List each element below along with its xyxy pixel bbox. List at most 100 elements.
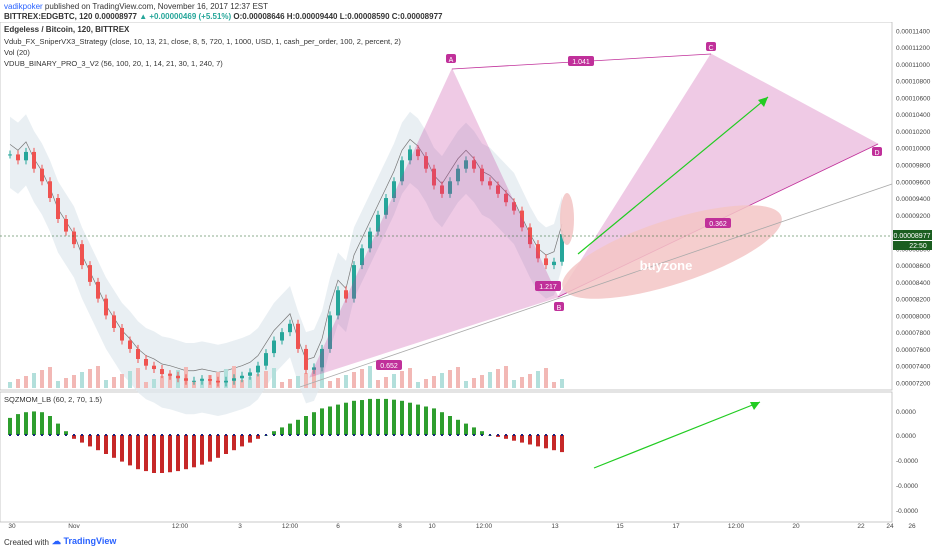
squeeze-dot [321,434,323,436]
price-tick: 0.00010200 [896,129,931,136]
squeeze-dot [257,434,259,436]
candle-body [416,149,420,157]
candle-body [112,315,116,328]
squeeze-dot [409,434,411,436]
ratio-xb-label: 1.217 [539,284,557,291]
time-tick: 30 [8,523,16,530]
username-link[interactable]: vadikpoker [4,2,43,11]
momentum-bar [152,435,156,473]
candle-body [96,281,100,299]
time-tick: 13 [551,523,559,530]
squeeze-dot [345,434,347,436]
price-tick: 0.00007800 [896,330,931,337]
tradingview-logo[interactable]: ☁ TradingView [52,536,117,546]
price-tick: 0.00010400 [896,112,931,119]
indicator-tick: -0.0000 [896,483,918,490]
squeeze-dot [169,434,171,436]
candle-body [208,379,212,381]
momentum-bar [520,435,524,443]
momentum-bar [40,412,44,435]
candle-body [200,379,204,381]
volume-bar [112,377,116,388]
ratio-xb-tag [535,281,561,291]
squeeze-dot [481,434,483,436]
momentum-bar [240,435,244,447]
symbol-label: BITTREX:EDGBTC, 120 [4,12,93,21]
squeeze-dot [25,434,27,436]
momentum-bar [120,435,124,462]
volume-bar [72,375,76,388]
candle-body [360,248,364,266]
volume-bar [256,374,260,388]
squeeze-dot [513,434,515,436]
volume-bar [440,373,444,388]
volume-bar [536,371,540,388]
price-tick: 0.00009600 [896,179,931,186]
price-tick: 0.00008200 [896,297,931,304]
time-tick: 10 [428,523,436,530]
volume-bar [96,366,100,388]
squeeze-dot [217,434,219,436]
squeeze-dot [113,434,115,436]
momentum-bar [328,406,332,435]
candle-body [448,181,452,194]
time-tick: 26 [908,523,916,530]
momentum-bar [304,416,308,435]
volume-bar [24,376,28,388]
ma-band [10,111,562,416]
momentum-bar [96,435,100,451]
candle-body [336,290,340,316]
price-tick: 0.00008600 [896,263,931,270]
volume-bar [512,380,516,388]
squeeze-dot [537,434,539,436]
momentum-bar [232,435,236,451]
momentum-bar [296,419,300,435]
squeeze-dot [313,434,315,436]
open-price: 0.00008977 [94,12,137,21]
momentum-bar [32,411,36,435]
ratio-xa-label: 0.652 [380,363,398,370]
momentum-bar [136,435,140,470]
indicator-tick: -0.0000 [896,458,918,465]
volume-bar [88,369,92,388]
chart-header: vadikpoker published on TradingView.com,… [0,0,932,22]
ma-line [9,138,563,373]
volume-bar [424,379,428,388]
price-chart[interactable]: 0.00011400 0.00011200 0.00011000 0.00010800… [0,22,932,534]
volume-bar [416,382,420,388]
momentum-bar [368,398,372,435]
candle-body [176,375,180,379]
momentum-bar [144,435,148,472]
volume-bar [280,382,284,388]
candle-body [440,185,444,194]
squeeze-dot [41,434,43,436]
candle-body [464,160,468,169]
squeeze-dot [73,434,75,436]
time-tick: 12:00 [282,523,299,530]
momentum-bar [216,435,220,458]
main-pane-frame [0,22,893,391]
point-d-tag [872,147,882,156]
candle-body [72,231,76,245]
momentum-bar [312,412,316,435]
point-c-label: C [708,45,713,52]
time-tick: 12:00 [728,523,745,530]
volume-bar [552,382,556,388]
volume-bar [264,371,268,388]
squeeze-dot [385,434,387,436]
candle-body [536,244,540,259]
countdown-value: 22:50 [909,243,927,250]
pattern-xab [309,68,559,378]
point-a-tag [446,54,456,63]
candle-body [56,198,60,219]
ratio-bd-label: 0.362 [709,221,727,228]
squeeze-dot [161,434,163,436]
candle-body [40,168,44,182]
momentum-bar [480,431,484,435]
squeeze-dot [17,434,19,436]
price-tick: 0.00009200 [896,213,931,220]
candle-body [248,372,252,376]
candle-body [120,327,124,341]
candle-body [136,348,140,359]
price-tick: 0.00010800 [896,79,931,86]
